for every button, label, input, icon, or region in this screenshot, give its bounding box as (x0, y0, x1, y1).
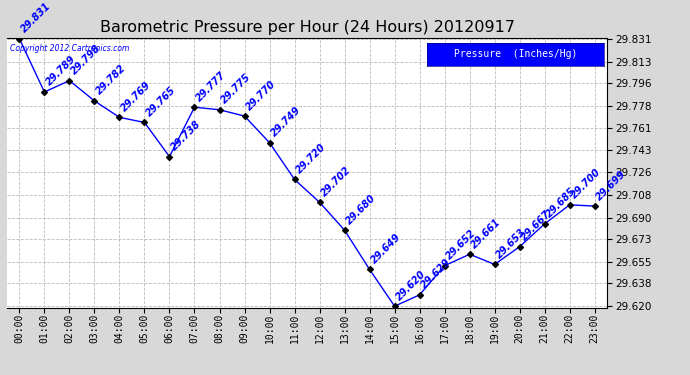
Text: 29.789: 29.789 (44, 54, 78, 88)
Text: 29.749: 29.749 (270, 105, 303, 138)
Text: 29.765: 29.765 (144, 85, 178, 118)
Text: 29.782: 29.782 (95, 63, 128, 97)
Text: Copyright 2012 Cartronics.com: Copyright 2012 Cartronics.com (10, 44, 129, 53)
Text: 29.649: 29.649 (370, 232, 403, 265)
Text: 29.770: 29.770 (244, 78, 278, 112)
Title: Barometric Pressure per Hour (24 Hours) 20120917: Barometric Pressure per Hour (24 Hours) … (99, 20, 515, 35)
Text: 29.680: 29.680 (344, 192, 378, 226)
Text: 29.652: 29.652 (444, 228, 478, 261)
Text: 29.769: 29.769 (119, 80, 153, 113)
Text: 29.777: 29.777 (195, 69, 228, 103)
Text: 29.831: 29.831 (19, 1, 53, 34)
Text: 29.629: 29.629 (420, 257, 453, 291)
Text: 29.653: 29.653 (495, 226, 529, 260)
Text: 29.738: 29.738 (170, 119, 203, 153)
Text: 29.699: 29.699 (595, 168, 629, 202)
Text: 29.661: 29.661 (470, 216, 503, 250)
Text: 29.667: 29.667 (520, 209, 553, 243)
Text: 29.702: 29.702 (319, 165, 353, 198)
Text: 29.798: 29.798 (70, 43, 103, 76)
Text: 29.700: 29.700 (570, 167, 603, 201)
Text: 29.620: 29.620 (395, 268, 428, 302)
Text: 29.720: 29.720 (295, 142, 328, 175)
Text: 29.775: 29.775 (219, 72, 253, 106)
Text: 29.685: 29.685 (544, 186, 578, 220)
